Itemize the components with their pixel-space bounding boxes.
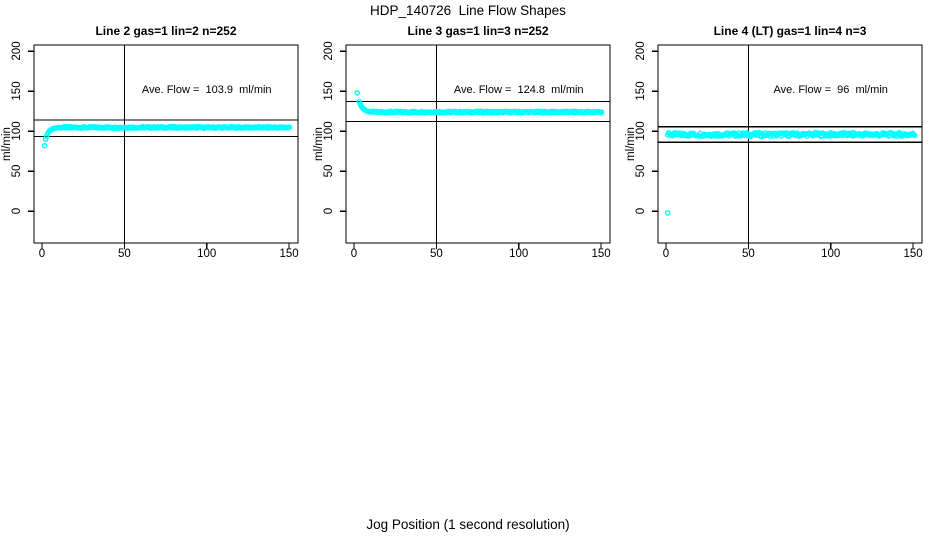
y-tick-label: 0 bbox=[11, 208, 23, 215]
y-tick-label: 50 bbox=[323, 164, 335, 178]
x-tick-label: 150 bbox=[903, 248, 923, 260]
x-tick-label: 50 bbox=[117, 248, 131, 260]
x-tick-label: 150 bbox=[591, 248, 611, 260]
x-tick-label: 50 bbox=[741, 248, 755, 260]
data-point bbox=[354, 90, 361, 96]
data-points bbox=[41, 123, 293, 149]
y-axis-ticks bbox=[28, 50, 34, 212]
panel-1: Line 2 gas=1 lin=2 n=252 Ave. Flow = 103.… bbox=[0, 20, 312, 280]
y-tick-label: 150 bbox=[323, 81, 335, 101]
x-tick-label: 150 bbox=[279, 248, 299, 260]
x-axis-ticks bbox=[41, 243, 290, 249]
x-axis-label: Jog Position (1 second resolution) bbox=[366, 517, 570, 532]
panels-row: Line 2 gas=1 lin=2 n=252 Ave. Flow = 103.… bbox=[0, 20, 936, 280]
plot-box bbox=[345, 44, 611, 244]
panel-3: Line 4 (LT) gas=1 lin=4 n=3 Ave. Flow = 9… bbox=[624, 20, 936, 280]
y-tick-label: 50 bbox=[635, 164, 647, 178]
panel-2: Line 3 gas=1 lin=3 n=252 Ave. Flow = 124.… bbox=[312, 20, 624, 280]
x-tick-label: 100 bbox=[821, 248, 841, 260]
data-points bbox=[664, 130, 918, 216]
ave-flow-annotation: Ave. Flow = 96 ml/min bbox=[773, 84, 888, 97]
plot-svg bbox=[340, 44, 611, 249]
y-tick-label: 200 bbox=[635, 41, 647, 61]
y-axis-label: ml/min bbox=[625, 127, 637, 161]
x-axis-ticks bbox=[665, 243, 914, 249]
y-tick-label: 0 bbox=[323, 208, 335, 215]
ave-flow-annotation: Ave. Flow = 124.8 ml/min bbox=[453, 84, 584, 97]
y-tick-label: 50 bbox=[11, 164, 23, 178]
x-tick-label: 50 bbox=[429, 248, 443, 260]
x-tick-label: 0 bbox=[662, 248, 670, 260]
x-tick-label: 0 bbox=[350, 248, 358, 260]
ave-flow-annotation: Ave. Flow = 103.9 ml/min bbox=[141, 84, 272, 97]
y-tick-label: 150 bbox=[635, 81, 647, 101]
plot-svg bbox=[652, 44, 923, 249]
data-point bbox=[664, 210, 671, 216]
y-axis-ticks bbox=[652, 50, 658, 212]
x-tick-label: 0 bbox=[38, 248, 46, 260]
panel-title: Line 3 gas=1 lin=3 n=252 bbox=[407, 24, 549, 38]
y-axis-label: ml/min bbox=[1, 127, 13, 161]
y-tick-label: 150 bbox=[11, 81, 23, 101]
panel-title: Line 2 gas=1 lin=2 n=252 bbox=[95, 24, 237, 38]
plot-box bbox=[657, 44, 923, 244]
data-point bbox=[286, 124, 293, 131]
y-axis-ticks bbox=[340, 50, 346, 212]
data-points bbox=[354, 90, 605, 116]
x-tick-label: 100 bbox=[509, 248, 529, 260]
x-tick-label: 100 bbox=[197, 248, 217, 260]
y-tick-label: 0 bbox=[635, 208, 647, 215]
y-tick-label: 200 bbox=[323, 41, 335, 61]
plot-svg bbox=[28, 44, 299, 249]
y-tick-label: 200 bbox=[11, 41, 23, 61]
data-point bbox=[911, 132, 918, 139]
x-axis-ticks bbox=[353, 243, 602, 249]
main-title: HDP_140726 Line Flow Shapes bbox=[370, 3, 566, 18]
data-point bbox=[41, 142, 48, 149]
plot-box bbox=[33, 44, 299, 244]
data-point bbox=[598, 109, 605, 115]
y-axis-label: ml/min bbox=[313, 127, 325, 161]
panel-title: Line 4 (LT) gas=1 lin=4 n=3 bbox=[713, 24, 867, 38]
